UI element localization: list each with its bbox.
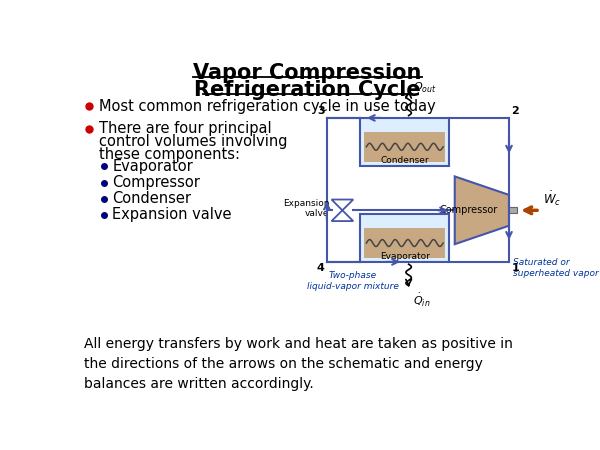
Text: control volumes involving: control volumes involving <box>99 134 287 149</box>
Bar <box>360 214 449 262</box>
Text: Most common refrigeration cycle in use today: Most common refrigeration cycle in use t… <box>99 99 436 114</box>
Text: these components:: these components: <box>99 147 240 162</box>
Text: $\dot{Q}_{out}$: $\dot{Q}_{out}$ <box>413 78 436 95</box>
Bar <box>364 228 445 258</box>
Text: Condenser: Condenser <box>380 156 429 165</box>
Text: Refrigeration Cycle: Refrigeration Cycle <box>194 80 421 100</box>
Text: 3: 3 <box>317 106 325 117</box>
Text: All energy transfers by work and heat are taken as positive in
the directions of: All energy transfers by work and heat ar… <box>84 338 513 392</box>
Text: $\dot{W}_c$: $\dot{W}_c$ <box>543 189 561 208</box>
Text: Evaporator: Evaporator <box>112 159 193 174</box>
Text: $\dot{Q}_{in}$: $\dot{Q}_{in}$ <box>413 292 430 309</box>
Text: Vapor Compression: Vapor Compression <box>193 63 422 83</box>
Text: Condenser: Condenser <box>112 191 191 206</box>
Text: 2: 2 <box>511 106 519 117</box>
Text: Evaporator: Evaporator <box>380 252 430 261</box>
Bar <box>364 132 445 162</box>
Text: 1: 1 <box>511 263 519 274</box>
Polygon shape <box>332 199 353 210</box>
Text: Saturated or
superheated vapor: Saturated or superheated vapor <box>513 258 599 278</box>
Text: Expansion
valve: Expansion valve <box>283 199 329 218</box>
Text: 4: 4 <box>317 263 325 274</box>
Text: Compressor: Compressor <box>440 205 498 215</box>
Bar <box>509 207 517 213</box>
Polygon shape <box>455 176 509 244</box>
Bar <box>360 118 449 166</box>
Text: Expansion valve: Expansion valve <box>112 207 232 222</box>
Text: There are four principal: There are four principal <box>99 121 272 136</box>
Text: Two-phase
liquid-vapor mixture: Two-phase liquid-vapor mixture <box>307 271 398 291</box>
Polygon shape <box>332 210 353 221</box>
Text: Compressor: Compressor <box>112 175 200 190</box>
